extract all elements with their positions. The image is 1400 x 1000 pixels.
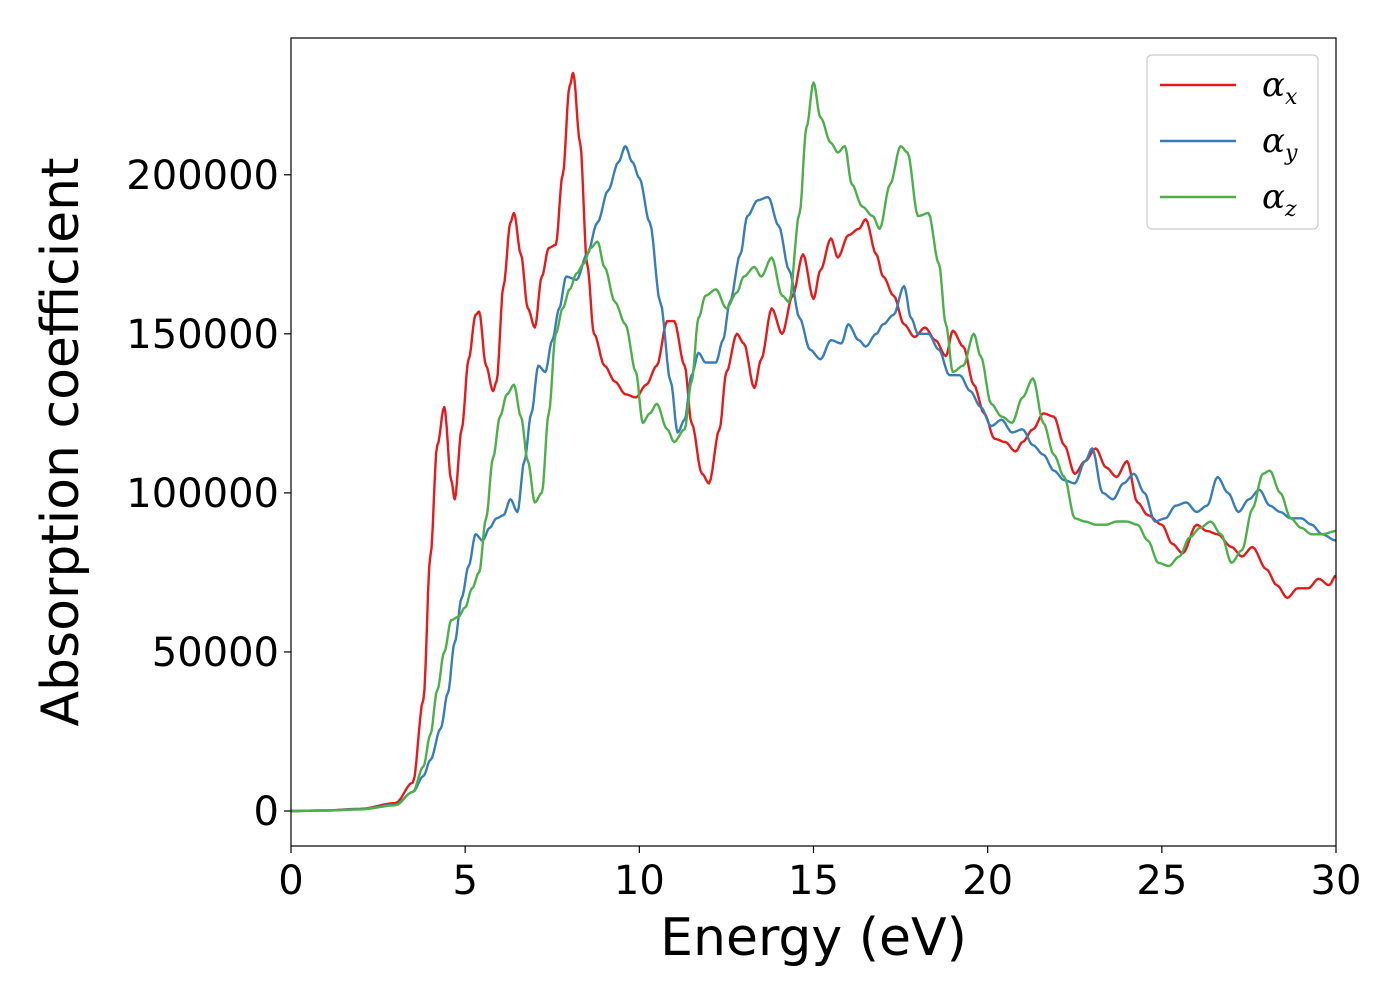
series-line-3: [291, 81, 1336, 813]
x-tick-label: 15: [788, 858, 839, 904]
legend-entry-label: αx: [1262, 65, 1298, 110]
x-axis-label: Energy (eV): [660, 908, 967, 968]
x-tick-label: 0: [278, 858, 303, 904]
x-axis-ticks: 0 5 10 15 20 25 30: [278, 846, 1361, 904]
y-tick-label: 50000: [152, 630, 279, 676]
x-tick-label: 25: [1136, 858, 1187, 904]
x-tick-label: 10: [614, 858, 665, 904]
legend-entry-label: αy: [1262, 121, 1298, 166]
y-axis-label: Absorption coefficient: [31, 157, 91, 726]
series-line-2: [291, 145, 1336, 813]
x-tick-label: 20: [962, 858, 1013, 904]
series-line-1: [291, 71, 1336, 813]
y-tick-label: 0: [254, 789, 279, 835]
y-tick-label: 100000: [126, 471, 279, 517]
x-tick-label: 5: [452, 858, 477, 904]
y-axis-ticks: 0 50000 100000 150000 200000: [126, 153, 291, 835]
x-tick-label: 30: [1311, 858, 1362, 904]
legend: αx αy αz: [1146, 54, 1319, 230]
y-tick-label: 200000: [126, 153, 279, 199]
legend-entry-label: αz: [1262, 177, 1297, 222]
series-layer: [291, 71, 1336, 813]
y-tick-label: 150000: [126, 312, 279, 358]
